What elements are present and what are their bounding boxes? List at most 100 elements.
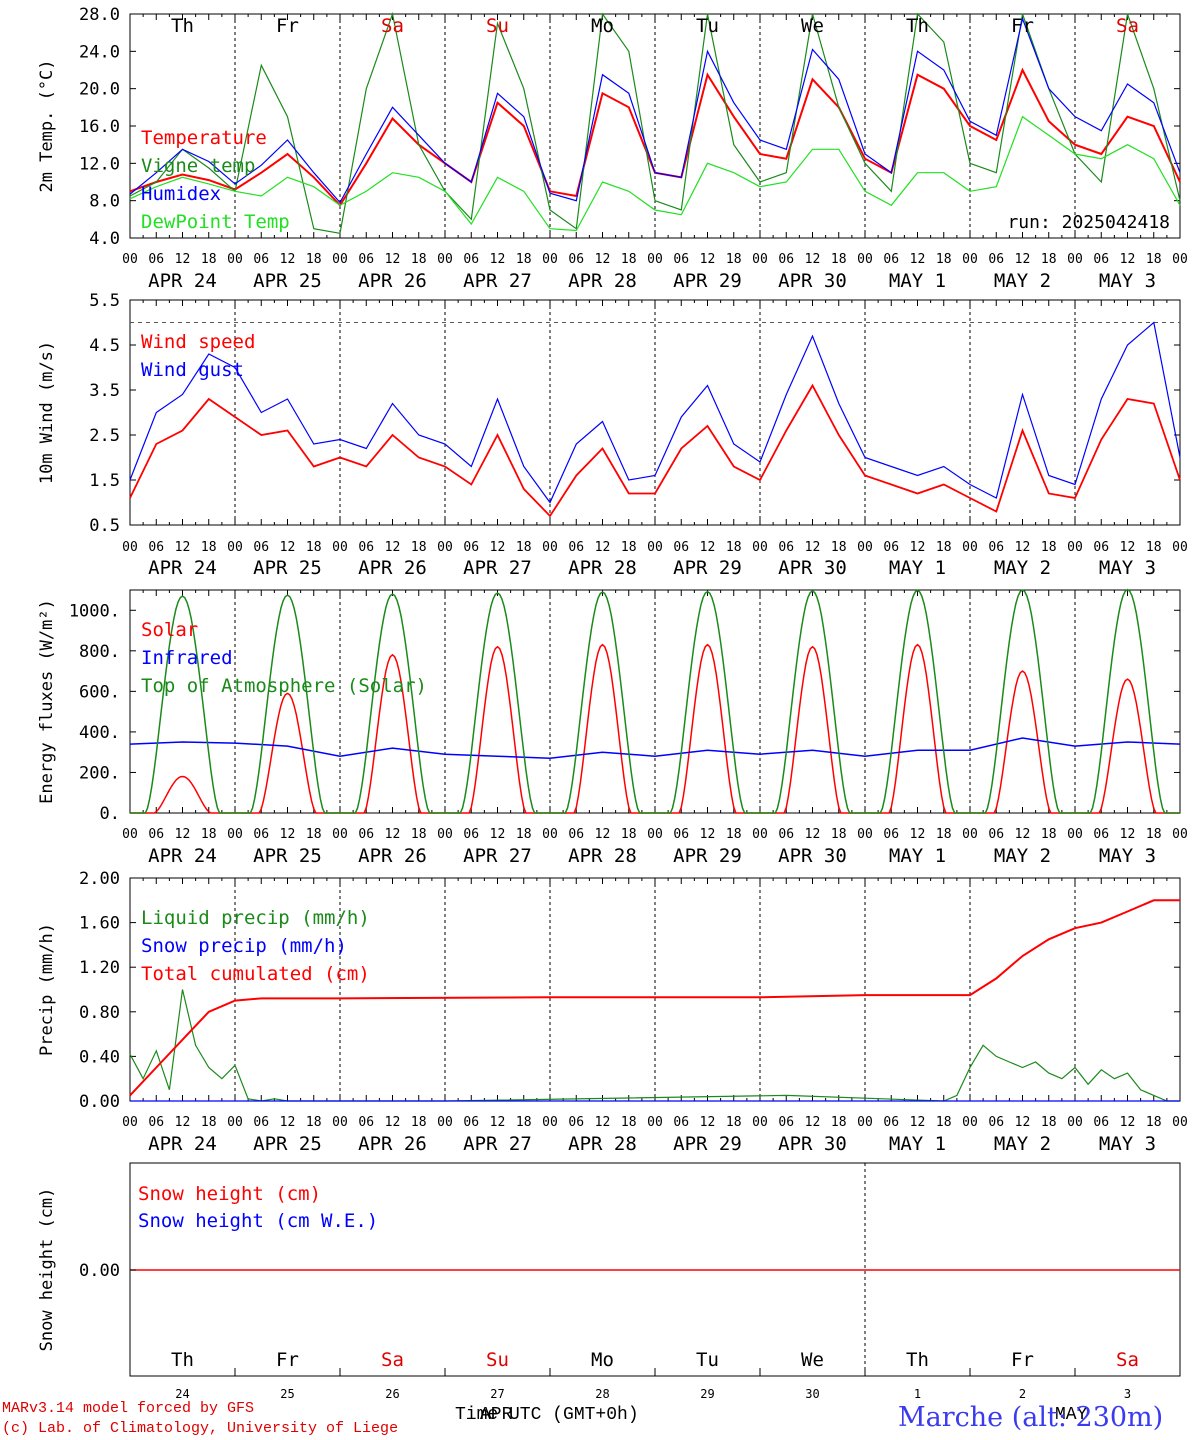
y-tick-label: 5.5 bbox=[89, 291, 120, 311]
date-label: MAY 3 bbox=[1099, 557, 1156, 579]
hour-tick-label: 06 bbox=[1093, 827, 1109, 842]
hour-tick-label: 06 bbox=[463, 827, 479, 842]
run-label: run: 2025042418 bbox=[1007, 212, 1170, 233]
legend-entry: Vigne temp bbox=[141, 155, 255, 177]
hour-tick-label: 06 bbox=[1093, 252, 1109, 267]
hour-tick-label: 12 bbox=[910, 252, 926, 267]
y-tick-label: 0.5 bbox=[89, 516, 120, 536]
legend-entry: Wind gust bbox=[141, 359, 244, 381]
y-tick-label: 2.5 bbox=[89, 426, 120, 446]
legend-entry: Snow precip (mm/h) bbox=[141, 935, 347, 957]
hour-tick-label: 12 bbox=[1015, 252, 1031, 267]
hour-tick-label: 00 bbox=[542, 827, 558, 842]
x-axis-month-label: APR bbox=[480, 1405, 513, 1425]
date-label: MAY 2 bbox=[994, 1133, 1051, 1155]
plot-frame bbox=[129, 589, 1181, 814]
hour-tick-label: 18 bbox=[831, 252, 847, 267]
hour-tick-label: 12 bbox=[700, 540, 716, 555]
weekday-label: Tu bbox=[696, 1349, 719, 1371]
y-tick-label: 400. bbox=[79, 723, 120, 743]
hour-tick-label: 00 bbox=[857, 1115, 873, 1130]
hour-tick-label: 00 bbox=[647, 252, 663, 267]
date-label: APR 28 bbox=[568, 845, 637, 867]
hour-tick-label: 00 bbox=[227, 540, 243, 555]
legend-entry: Snow height (cm) bbox=[138, 1183, 321, 1205]
hour-tick-label: 00 bbox=[857, 252, 873, 267]
hour-tick-label: 12 bbox=[805, 540, 821, 555]
y-tick-label: 0. bbox=[100, 804, 120, 824]
legend-entry: Snow height (cm W.E.) bbox=[138, 1210, 378, 1232]
hour-tick-label: 12 bbox=[280, 827, 296, 842]
series-line bbox=[129, 321, 1181, 504]
series-line bbox=[129, 383, 1181, 518]
model-credit: MARv3.14 model forced by GFS bbox=[2, 1400, 255, 1417]
hour-tick-label: 00 bbox=[122, 1115, 138, 1130]
y-tick-label: 0.40 bbox=[79, 1047, 120, 1067]
plot-frame bbox=[129, 13, 1181, 239]
y-tick-label: 4.0 bbox=[89, 229, 120, 249]
legend-entry: Solar bbox=[141, 619, 198, 641]
y-axis-label: 2m Temp. (°C) bbox=[37, 59, 57, 192]
hour-tick-label: 00 bbox=[122, 540, 138, 555]
weekday-label: Mo bbox=[591, 15, 614, 37]
date-label: APR 29 bbox=[673, 557, 742, 579]
hour-tick-label: 00 bbox=[437, 827, 453, 842]
weekday-label: Fr bbox=[1011, 15, 1034, 37]
hour-tick-label: 00 bbox=[1172, 1115, 1188, 1130]
series-line bbox=[129, 989, 1180, 1102]
hour-tick-label: 18 bbox=[516, 827, 532, 842]
hour-tick-label: 00 bbox=[227, 827, 243, 842]
hour-tick-label: 12 bbox=[595, 827, 611, 842]
weekday-label: Su bbox=[486, 15, 509, 37]
hour-tick-label: 00 bbox=[857, 827, 873, 842]
hour-tick-label: 06 bbox=[673, 1115, 689, 1130]
hour-tick-label: 12 bbox=[805, 252, 821, 267]
legend-entry: Infrared bbox=[141, 647, 233, 669]
hour-tick-label: 06 bbox=[463, 252, 479, 267]
day-number-label: 2 bbox=[1019, 1387, 1026, 1400]
hour-tick-label: 12 bbox=[175, 827, 191, 842]
y-tick-label: 800. bbox=[79, 642, 120, 662]
hour-tick-label: 18 bbox=[201, 1115, 217, 1130]
hour-tick-label: 18 bbox=[1146, 1115, 1162, 1130]
hour-tick-label: 12 bbox=[490, 252, 506, 267]
hour-tick-label: 06 bbox=[358, 1115, 374, 1130]
hour-tick-label: 18 bbox=[726, 540, 742, 555]
date-label: APR 24 bbox=[148, 845, 217, 867]
hour-tick-label: 18 bbox=[516, 540, 532, 555]
hour-tick-label: 18 bbox=[831, 827, 847, 842]
weekday-label: Su bbox=[486, 1349, 509, 1371]
hour-tick-label: 00 bbox=[1067, 540, 1083, 555]
hour-tick-label: 00 bbox=[332, 827, 348, 842]
hour-tick-label: 06 bbox=[568, 252, 584, 267]
hour-tick-label: 06 bbox=[568, 827, 584, 842]
date-label: APR 25 bbox=[253, 270, 322, 292]
hour-tick-label: 12 bbox=[1120, 827, 1136, 842]
date-label: APR 30 bbox=[778, 270, 847, 292]
weekday-label: Sa bbox=[381, 1349, 404, 1371]
hour-tick-label: 18 bbox=[936, 252, 952, 267]
hour-tick-label: 18 bbox=[726, 252, 742, 267]
date-label: APR 30 bbox=[778, 845, 847, 867]
y-tick-label: 1000. bbox=[69, 601, 120, 621]
hour-tick-label: 00 bbox=[962, 827, 978, 842]
hour-tick-label: 12 bbox=[385, 540, 401, 555]
hour-tick-label: 12 bbox=[175, 540, 191, 555]
hour-tick-label: 18 bbox=[411, 1115, 427, 1130]
hour-tick-label: 18 bbox=[411, 540, 427, 555]
legend-entry: Temperature bbox=[141, 127, 267, 149]
date-label: APR 28 bbox=[568, 1133, 637, 1155]
hour-tick-label: 00 bbox=[752, 1115, 768, 1130]
hour-tick-label: 06 bbox=[778, 540, 794, 555]
hour-tick-label: 18 bbox=[201, 252, 217, 267]
hour-tick-label: 18 bbox=[936, 827, 952, 842]
hour-tick-label: 06 bbox=[778, 827, 794, 842]
legend-entry: Wind speed bbox=[141, 331, 255, 353]
legend-entry: Humidex bbox=[141, 183, 221, 205]
day-number-label: 28 bbox=[595, 1387, 609, 1400]
hour-tick-label: 06 bbox=[988, 540, 1004, 555]
date-label: APR 27 bbox=[463, 557, 532, 579]
day-number-label: 30 bbox=[805, 1387, 819, 1400]
hour-tick-label: 12 bbox=[490, 1115, 506, 1130]
